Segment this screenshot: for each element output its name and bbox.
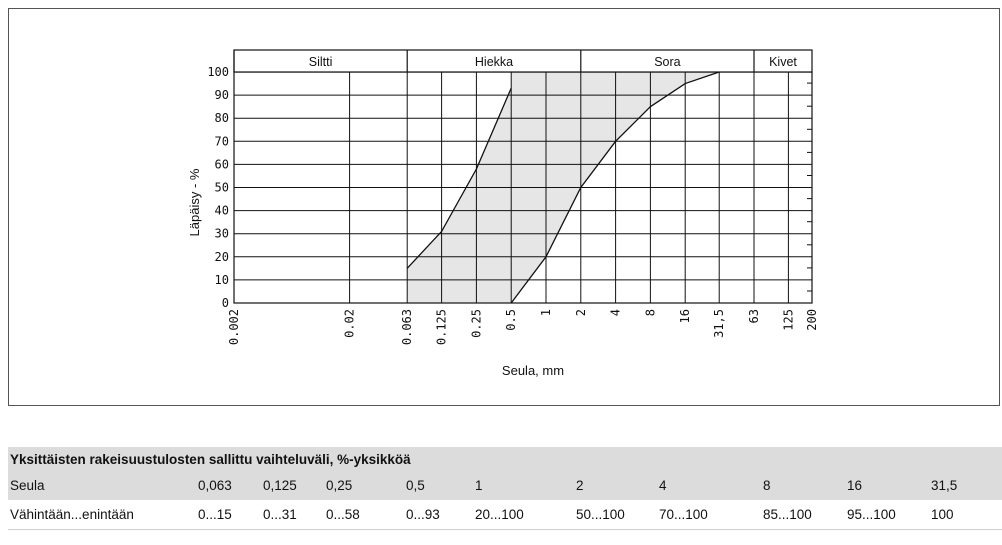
x-tick-label: 0.063 xyxy=(400,309,414,345)
y-tick-label: 90 xyxy=(215,88,229,102)
chart-frame: Siltti Hiekka Sora Kivet 100 90 80 70 60 50 40 30 20… xyxy=(8,8,1000,406)
lower-limit-curve xyxy=(510,71,720,304)
y-tick-label: 70 xyxy=(215,134,229,148)
y-axis-title: Läpäisy - % xyxy=(187,168,202,236)
table-cell: 95...100 xyxy=(847,507,896,522)
table-cell: 100 xyxy=(931,507,954,522)
table-cell: 0...31 xyxy=(263,507,297,522)
x-axis-title: Seula, mm xyxy=(502,363,564,378)
table-cell: 0,063 xyxy=(198,478,232,493)
y-tick-label: 50 xyxy=(215,181,229,195)
y-tick-label: 80 xyxy=(215,111,229,125)
table-cell: 0...58 xyxy=(326,507,360,522)
table-cell: 0,5 xyxy=(406,478,425,493)
y-tick-label: 100 xyxy=(207,65,229,79)
table-title: Yksittäisten rakeisuustulosten sallittu … xyxy=(8,447,1002,472)
y-tick-label: 20 xyxy=(215,250,229,264)
table-cell: 2 xyxy=(576,478,584,493)
table-cell: 8 xyxy=(763,478,771,493)
table-cell: 70...100 xyxy=(659,507,708,522)
x-tick-label: 4 xyxy=(609,309,623,316)
band-label-hiekka: Hiekka xyxy=(475,55,513,69)
x-tick-label: 0.002 xyxy=(227,309,241,345)
table-cell: 0...15 xyxy=(198,507,232,522)
table-cell: Vähintään...enintään xyxy=(10,507,134,522)
grading-curve-chart: Siltti Hiekka Sora Kivet1009080706050403020… xyxy=(187,49,819,378)
table-row: Seula 0,063 0,125 0,25 0,5 1 2 4 8 16 31… xyxy=(8,472,1002,501)
x-tick-label: 0.125 xyxy=(435,309,449,345)
y-tick-label: 40 xyxy=(215,204,229,218)
table-row: Vähintään...enintään 0...15 0...31 0...5… xyxy=(8,501,1002,530)
y-tick-label: 60 xyxy=(215,157,229,171)
band-label-kivet: Kivet xyxy=(769,55,797,69)
x-tick-label: 125 xyxy=(781,309,795,331)
x-tick-label: 0.5 xyxy=(504,309,518,331)
table-cell: 4 xyxy=(659,478,667,493)
x-tick-label: 16 xyxy=(678,309,692,323)
upper-limit-curve xyxy=(406,87,512,269)
table-cell: 16 xyxy=(847,478,863,493)
table-cell: 0,25 xyxy=(326,478,353,493)
table-cell: 85...100 xyxy=(763,507,812,522)
table-cell: 31,5 xyxy=(931,478,958,493)
x-tick-label: 8 xyxy=(643,309,657,316)
band-label-siltti: Siltti xyxy=(309,55,333,69)
table-cell: 20...100 xyxy=(475,507,524,522)
x-tick-label: 200 xyxy=(805,309,819,331)
y-tick-label: 30 xyxy=(215,227,229,241)
x-tick-label: 63 xyxy=(747,309,761,323)
x-tick-label: 0.25 xyxy=(469,309,483,338)
table-cell: Seula xyxy=(10,478,45,493)
table-cell: 1 xyxy=(475,478,483,493)
table-cell: 0,125 xyxy=(263,478,297,493)
x-tick-label: 0.02 xyxy=(343,309,357,338)
sieve-table: Yksittäisten rakeisuustulosten sallittu … xyxy=(8,447,1002,530)
band-label-sora: Sora xyxy=(654,55,680,69)
table-cell: 0...93 xyxy=(406,507,440,522)
x-tick-label: 2 xyxy=(574,309,588,316)
x-tick-label: 31,5 xyxy=(712,309,726,338)
y-tick-label: 10 xyxy=(215,273,229,287)
y-tick-label: 0 xyxy=(222,296,229,310)
x-tick-label: 1 xyxy=(539,309,553,316)
table-cell: 50...100 xyxy=(576,507,625,522)
